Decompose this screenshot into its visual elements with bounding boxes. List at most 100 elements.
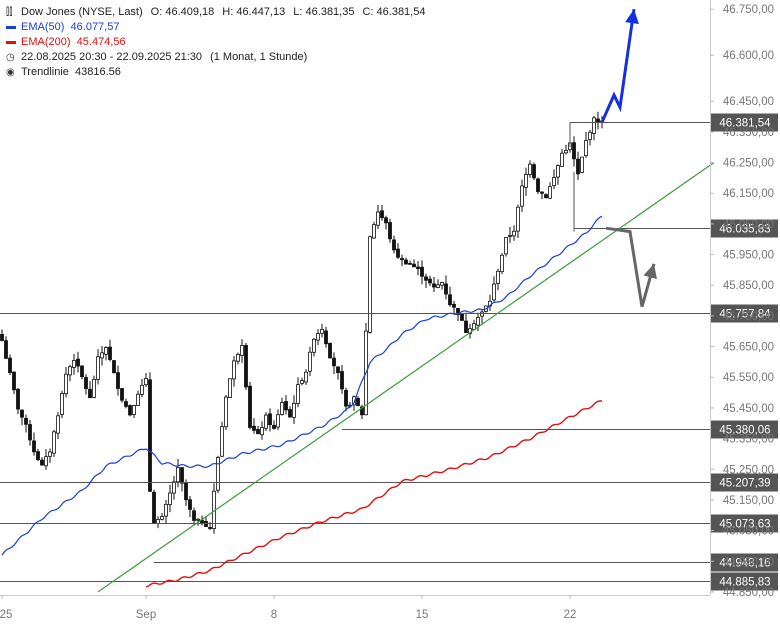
price-tick-label: 46.150,00 bbox=[723, 188, 774, 200]
price-tick-label: 46.050,00 bbox=[723, 219, 774, 231]
candle-body bbox=[504, 237, 508, 255]
pullback-arrow-head bbox=[643, 263, 657, 280]
candle-body bbox=[312, 338, 316, 353]
candle-body bbox=[72, 360, 76, 368]
price-tick-label: 45.650,00 bbox=[723, 342, 774, 354]
ema200-value: 45.474,56 bbox=[76, 36, 126, 48]
candle-body bbox=[180, 467, 184, 484]
price-tick-label: 45.850,00 bbox=[723, 280, 774, 292]
candle-body bbox=[264, 414, 268, 429]
candle-body bbox=[112, 360, 116, 374]
candle-body bbox=[224, 396, 228, 428]
target-icon: ◉ bbox=[6, 67, 15, 78]
candle-body bbox=[20, 409, 24, 418]
time-tick-label: 15 bbox=[416, 609, 429, 621]
candle-body bbox=[36, 451, 40, 461]
candle-body bbox=[412, 263, 416, 268]
candle-body bbox=[192, 510, 196, 521]
candle-body bbox=[152, 491, 156, 524]
candle-body bbox=[16, 388, 20, 410]
candle-body bbox=[208, 527, 212, 529]
candle-body bbox=[176, 467, 180, 483]
candle-body bbox=[592, 117, 596, 134]
candle-body bbox=[156, 519, 160, 524]
open-value: 46.409,18 bbox=[165, 6, 215, 18]
trendline-label: Trendlinie bbox=[21, 66, 69, 78]
candle-body bbox=[248, 385, 252, 428]
candle-body bbox=[332, 357, 336, 367]
candle-body bbox=[352, 396, 356, 406]
candle-body bbox=[292, 402, 296, 418]
candle-body bbox=[320, 328, 324, 334]
candle-body bbox=[596, 118, 600, 123]
candle-body bbox=[92, 378, 96, 398]
ema50-line bbox=[1, 215, 603, 556]
level-value-box bbox=[711, 113, 778, 132]
candle-body bbox=[12, 371, 16, 391]
time-tick-label: 22 bbox=[564, 609, 577, 621]
level-value-box bbox=[711, 572, 778, 591]
time-tick-label: 25 bbox=[0, 609, 12, 621]
candle-body bbox=[284, 401, 288, 411]
candle-body bbox=[80, 365, 84, 378]
level-value-box bbox=[711, 514, 778, 533]
price-tick-label: 45.950,00 bbox=[723, 250, 774, 262]
ema50-value: 46.077,57 bbox=[70, 21, 120, 33]
candle-body bbox=[60, 393, 64, 415]
candle-body bbox=[408, 263, 412, 265]
candle-body bbox=[48, 451, 52, 457]
legend-instrument-row: ⫿⫿ Dow Jones (NYSE, Last) O: 46.409,18 H… bbox=[6, 5, 425, 20]
candle-body bbox=[188, 499, 192, 510]
price-tick-label: 45.150,00 bbox=[723, 495, 774, 507]
candle-body bbox=[52, 431, 56, 454]
candle-body bbox=[44, 456, 48, 467]
interval-text: (1 Monat, 1 Stunde) bbox=[210, 51, 308, 63]
candle-body bbox=[288, 409, 292, 418]
candle-body bbox=[340, 371, 344, 390]
candle-body bbox=[588, 131, 592, 141]
candle-body bbox=[240, 345, 244, 356]
ema200-line bbox=[145, 400, 602, 588]
candle-body bbox=[436, 284, 440, 288]
pullback-arrow-path bbox=[605, 226, 656, 308]
level-value-label: 44.885,83 bbox=[719, 577, 770, 589]
close-value: 46.381,54 bbox=[376, 6, 426, 18]
candle-body bbox=[304, 371, 308, 383]
candle-body bbox=[508, 235, 512, 237]
price-tick-label: 44.850,00 bbox=[723, 587, 774, 599]
clock-icon: ◷ bbox=[6, 52, 15, 63]
candle-body bbox=[464, 320, 468, 333]
candle-body bbox=[384, 217, 388, 224]
time-tick-label: 8 bbox=[271, 609, 277, 621]
candle-body bbox=[308, 351, 312, 372]
candle-body bbox=[96, 356, 100, 380]
candle-body bbox=[108, 346, 112, 360]
candle-body bbox=[168, 492, 172, 505]
candle-body bbox=[220, 426, 224, 457]
price-tick-label: 45.550,00 bbox=[723, 372, 774, 384]
ema200-label: EMA(200) bbox=[21, 36, 71, 48]
candle-body bbox=[456, 308, 460, 315]
candle-body bbox=[448, 294, 452, 306]
level-value-label: 45.757,84 bbox=[719, 309, 771, 321]
level-value-box bbox=[711, 420, 778, 439]
legend-trend-row: ◉ Trendlinie 43816.56 bbox=[6, 65, 425, 80]
open-label: O: bbox=[150, 6, 163, 18]
candle-body bbox=[200, 519, 204, 524]
candle-body bbox=[232, 360, 236, 380]
candle-body bbox=[28, 424, 32, 441]
candle-body bbox=[388, 222, 392, 240]
candle-body bbox=[324, 330, 328, 345]
candle-body bbox=[272, 424, 276, 429]
candle-body bbox=[76, 358, 80, 367]
candle-body bbox=[252, 425, 256, 431]
time-tick-label: Sep bbox=[136, 609, 156, 621]
level-value-label: 45.207,39 bbox=[719, 478, 770, 490]
candle-body bbox=[8, 357, 12, 373]
candle-body bbox=[420, 266, 424, 277]
ema50-label: EMA(50) bbox=[21, 21, 65, 33]
level-value-label: 44.948,16 bbox=[719, 558, 770, 570]
candle-body bbox=[136, 393, 140, 406]
candle-body bbox=[144, 378, 148, 386]
